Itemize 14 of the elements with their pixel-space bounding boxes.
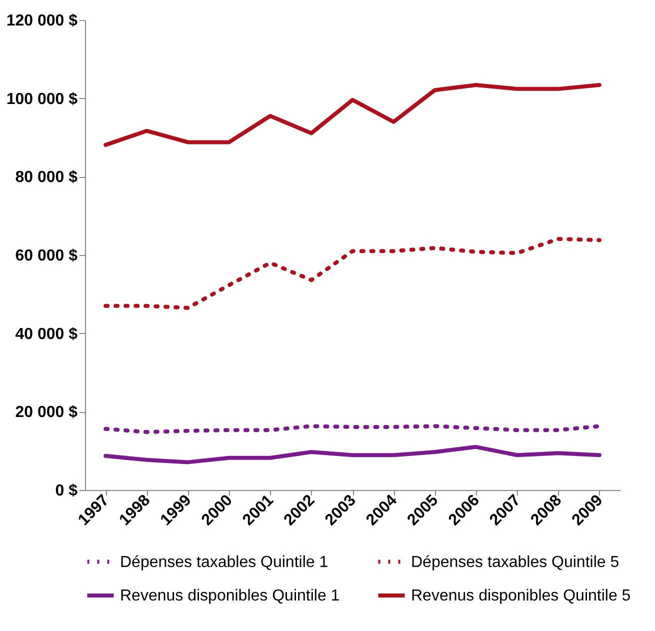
line-series [104,83,602,147]
legend-label: Revenus disponibles Quintile 5 [411,588,631,604]
y-tick-label: 60 000 $ [15,248,78,264]
legend-label: Dépenses taxables Quintile 5 [411,554,620,571]
y-tick-label: 120 000 $ [6,12,78,30]
y-tick-label: 20 000 $ [15,404,78,422]
line-series [104,236,602,310]
line-series [104,444,602,464]
y-tick-label: 100 000 $ [6,90,78,108]
y-tick-label: 40 000 $ [15,326,78,343]
y-tick-label: 0 $ [55,482,78,500]
y-tick-label: 80 000 $ [15,169,78,186]
legend-label: Revenus disponibles Quintile 1 [120,588,340,604]
legend-label: Dépenses taxables Quintile 1 [120,554,328,571]
